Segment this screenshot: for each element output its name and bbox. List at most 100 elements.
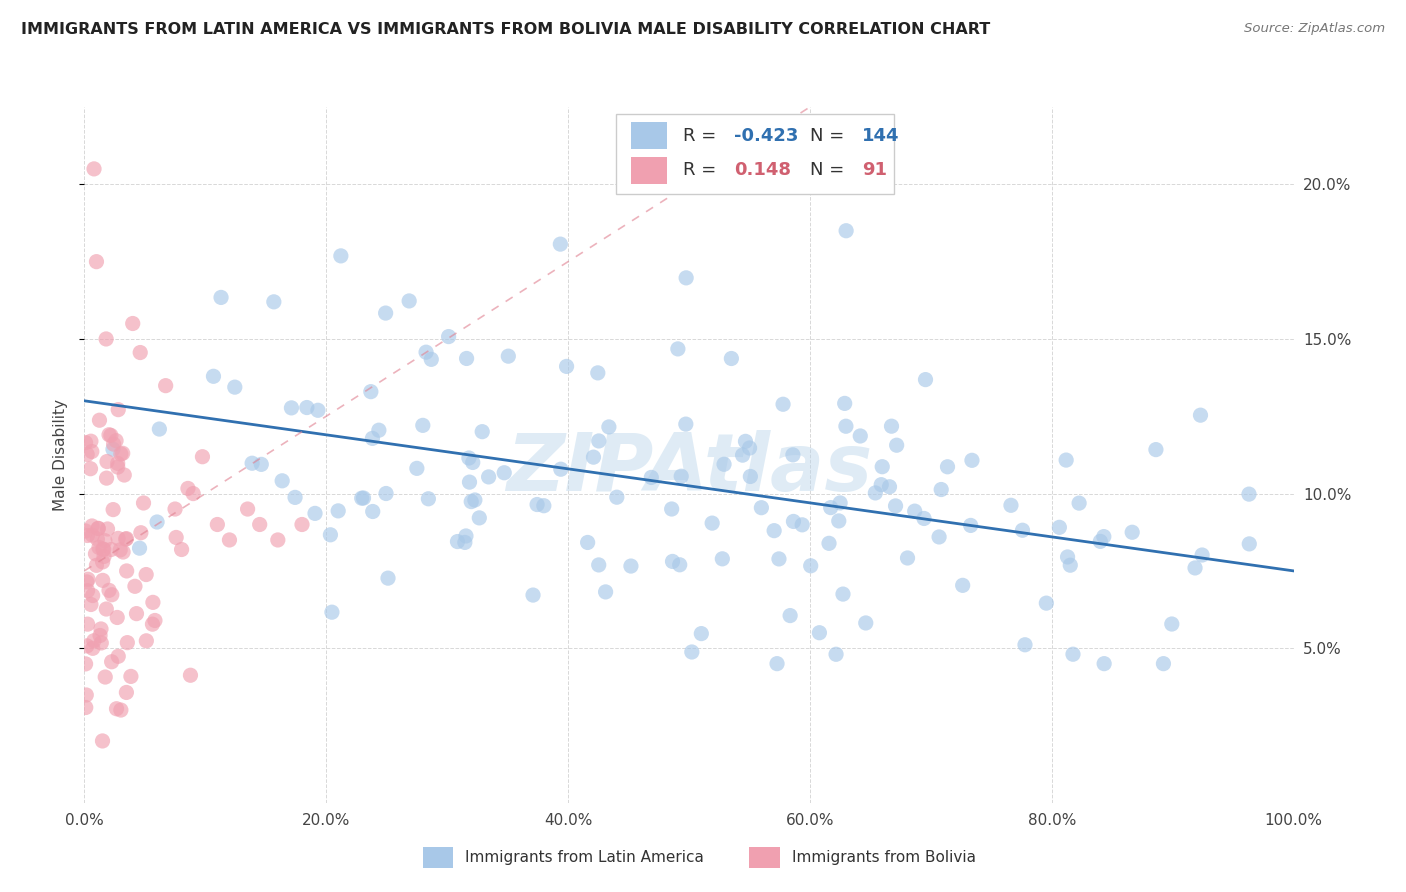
Point [209, 290, 232, 304]
Point [82, 589, 104, 603]
Point [936, 459, 959, 474]
Point [353, 491, 375, 505]
Point [1011, 523, 1033, 537]
Point [412, 418, 434, 433]
Bar [749, 847, 780, 868]
Point [820, 500, 842, 515]
Point [105, 434, 128, 448]
Text: 0.148: 0.148 [734, 161, 790, 179]
Point [671, 469, 693, 483]
Point [91, 555, 114, 569]
Point [661, 502, 683, 516]
Point [117, 635, 139, 649]
Point [880, 419, 903, 434]
Point [79, 461, 101, 475]
Point [75, 657, 97, 671]
Point [80, 434, 103, 449]
Point [702, 516, 724, 530]
Point [766, 657, 789, 671]
Point [93, 542, 115, 557]
Text: IMMIGRANTS FROM LATIN AMERICA VS IMMIGRANTS FROM BOLIVIA MALE DISABILITY CORRELA: IMMIGRANTS FROM LATIN AMERICA VS IMMIGRA… [21, 22, 990, 37]
Point [87, 521, 110, 535]
Text: -0.423: -0.423 [734, 127, 799, 145]
Point [86, 558, 108, 573]
Point [582, 450, 605, 465]
Point [808, 625, 831, 640]
Point [690, 626, 713, 640]
Point [418, 491, 440, 506]
Point [110, 447, 132, 461]
Point [100, 542, 122, 557]
Point [464, 493, 486, 508]
Point [142, 595, 165, 609]
Point [588, 434, 610, 448]
Point [82, 528, 104, 542]
Point [107, 649, 129, 664]
FancyBboxPatch shape [616, 114, 894, 194]
Point [668, 558, 690, 572]
Point [87, 521, 110, 535]
Point [738, 441, 761, 455]
Point [526, 498, 548, 512]
Point [1121, 525, 1143, 540]
Point [1092, 530, 1115, 544]
Point [307, 403, 329, 417]
Point [100, 655, 122, 669]
Point [437, 329, 460, 343]
Point [107, 456, 129, 470]
Point [849, 429, 872, 443]
Point [98, 427, 121, 442]
Point [284, 491, 307, 505]
Point [329, 249, 352, 263]
Point [498, 349, 520, 363]
Point [267, 533, 290, 547]
Point [112, 545, 135, 559]
Point [155, 378, 177, 392]
Point [1144, 442, 1167, 457]
Point [84, 547, 107, 561]
Text: 144: 144 [862, 127, 900, 145]
Point [115, 564, 138, 578]
Point [90, 636, 112, 650]
Point [321, 605, 343, 619]
Point [89, 628, 111, 642]
Point [640, 470, 662, 484]
Point [75, 435, 97, 450]
Point [740, 469, 762, 483]
Point [713, 457, 735, 471]
Point [132, 496, 155, 510]
Point [751, 500, 773, 515]
Point [165, 531, 187, 545]
Point [405, 461, 427, 475]
Point [1047, 520, 1070, 534]
Point [103, 437, 125, 451]
Point [720, 351, 742, 366]
Point [914, 373, 936, 387]
Point [828, 514, 851, 528]
Point [80, 598, 103, 612]
Point [75, 688, 97, 702]
Point [107, 402, 129, 417]
Point [110, 703, 132, 717]
Point [304, 507, 326, 521]
Point [107, 532, 129, 546]
Point [112, 468, 135, 483]
Point [82, 641, 104, 656]
Point [768, 552, 790, 566]
Point [128, 541, 150, 556]
Bar [423, 847, 453, 868]
Point [280, 401, 302, 415]
Point [129, 345, 152, 359]
Point [835, 224, 858, 238]
Point [115, 532, 138, 546]
Point [170, 542, 193, 557]
Point [772, 397, 794, 411]
Point [148, 422, 170, 436]
Point [825, 648, 848, 662]
Point [87, 541, 110, 555]
Text: 91: 91 [862, 161, 887, 179]
Point [865, 486, 887, 500]
Point [711, 551, 734, 566]
Point [377, 571, 399, 585]
Point [855, 615, 877, 630]
